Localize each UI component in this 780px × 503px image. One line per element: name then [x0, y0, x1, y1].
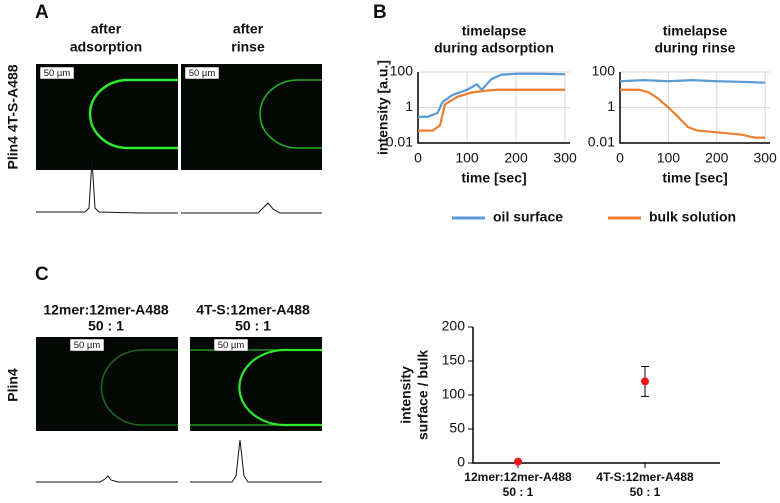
panel-label: A: [35, 2, 49, 23]
profile: [181, 202, 322, 214]
y-tick-label: 100: [592, 63, 616, 79]
chart-title: during adsorption: [434, 40, 554, 56]
legend-label: bulk solution: [649, 209, 736, 225]
series-line: [418, 72, 566, 118]
x-axis-label: time [sec]: [662, 170, 727, 186]
scale-box: [184, 66, 220, 80]
image-title: 50 : 1: [235, 318, 271, 334]
image-title: adsorption: [70, 39, 142, 55]
image-title: 50 : 1: [88, 318, 124, 334]
scale-box: [69, 338, 105, 352]
scale-bar-label: 50 µm: [218, 340, 245, 351]
panel-a-images: [36, 64, 322, 214]
y-axis-label: intensity [a.u.]: [375, 60, 391, 155]
droplet-edge: [100, 349, 178, 426]
x-tick-label: 200: [705, 150, 729, 166]
series-line: [619, 78, 766, 84]
x-axis-label: time [sec]: [461, 170, 526, 186]
x-tick-label: 4T-S:12mer-A488: [596, 470, 694, 484]
chart-title: during rinse: [655, 40, 736, 56]
chart-title: timelapse: [663, 23, 728, 39]
droplet-edge: [259, 79, 322, 149]
panel-c-images: [36, 337, 322, 483]
profile: [36, 475, 178, 483]
y-tick-label: 0.01: [386, 134, 413, 150]
y-tick-label: 0: [457, 454, 465, 470]
point: [641, 377, 649, 386]
scale-bar-label: 50 µm: [44, 68, 71, 79]
image-title: 12mer:12mer-A488: [43, 302, 169, 318]
scale-box: [213, 338, 249, 352]
axis: [472, 327, 720, 464]
panel-label: B: [373, 2, 387, 23]
y-tick-label: 1: [607, 98, 615, 114]
x-tick-label: 300: [753, 150, 777, 166]
y-axis-label: intensity: [398, 366, 414, 424]
micrograph: [181, 64, 322, 170]
scale-bar-label: 50 µm: [74, 340, 101, 351]
row-label: Plin4 4T-S-A488: [5, 64, 21, 169]
legend-label: oil surface: [493, 209, 563, 225]
profile: [36, 159, 178, 214]
chart-title: timelapse: [462, 23, 527, 39]
x-tick-label: 50 : 1: [503, 485, 534, 499]
y-axis-label: surface / bulk: [415, 350, 431, 440]
micrograph: [36, 337, 178, 431]
image-title: 4T-S:12mer-A488: [196, 302, 310, 318]
x-tick-label: 300: [553, 150, 577, 166]
micrograph: [36, 64, 178, 170]
y-tick-label: 0.01: [588, 134, 615, 150]
axis: [619, 72, 770, 144]
profile: [190, 439, 322, 483]
x-tick-label: 100: [657, 150, 681, 166]
row-label: Plin4: [5, 368, 21, 402]
scale-box: [39, 66, 75, 80]
x-tick-label: 50 : 1: [630, 485, 661, 499]
image-title: after: [233, 21, 264, 37]
series-line: [620, 88, 766, 139]
x-tick-label: 0: [616, 150, 624, 166]
axis: [417, 72, 570, 144]
scale-bar-label: 50 µm: [189, 68, 216, 79]
point: [514, 457, 522, 466]
y-tick-label: 150: [442, 352, 466, 368]
image-title: after: [91, 21, 122, 37]
x-tick-label: 12mer:12mer-A488: [464, 470, 572, 484]
y-tick-label: 1: [405, 98, 413, 114]
image-title: rinse: [231, 39, 265, 55]
droplet-edge: [88, 78, 178, 150]
y-tick-label: 100: [390, 63, 414, 79]
droplet-edge: [238, 348, 322, 427]
series-line: [418, 88, 566, 132]
x-tick-label: 200: [504, 150, 528, 166]
y-tick-label: 200: [442, 318, 466, 334]
panel-label: C: [35, 264, 49, 285]
x-tick-label: 0: [414, 150, 422, 166]
y-tick-label: 50: [449, 420, 465, 436]
y-tick-label: 100: [442, 386, 466, 402]
x-tick-label: 100: [455, 150, 479, 166]
